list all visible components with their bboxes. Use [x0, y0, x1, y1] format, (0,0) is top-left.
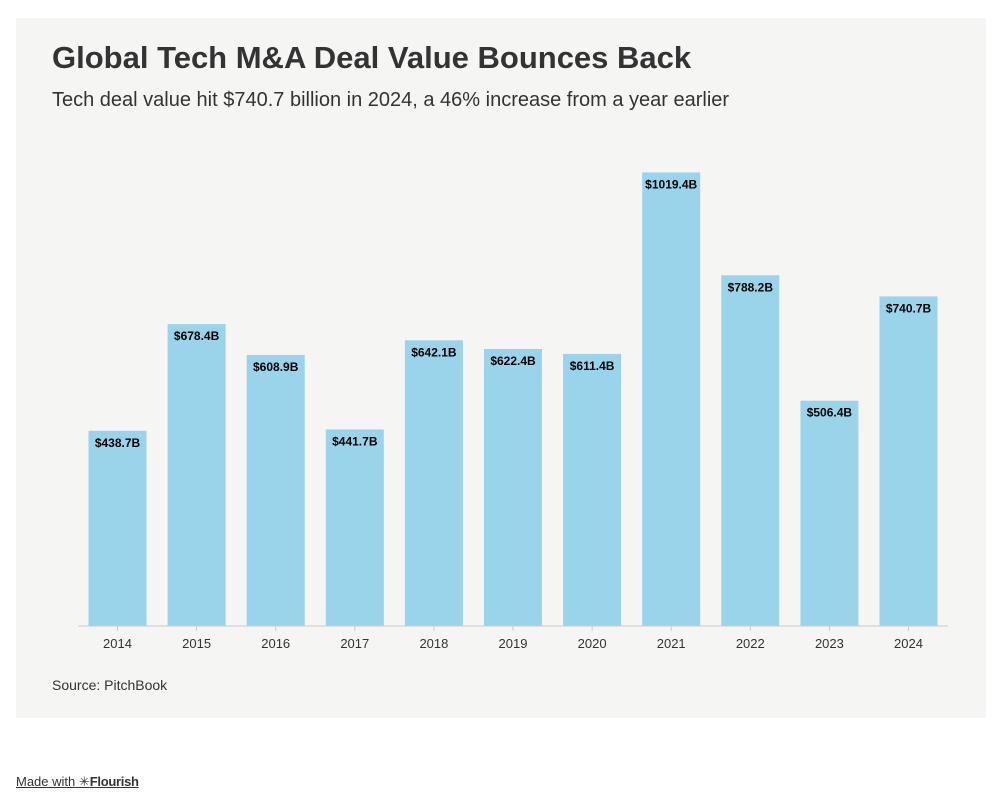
bar-2024 — [879, 296, 938, 626]
bar-2021 — [642, 172, 701, 626]
flourish-credit-link[interactable]: Made with ✳Flourish — [16, 774, 139, 790]
bar-2022 — [721, 275, 780, 626]
data-label-2015: $678.4B — [174, 329, 220, 343]
x-tick-label-2015: 2015 — [182, 636, 211, 651]
data-label-2021: $1019.4B — [645, 177, 697, 191]
x-tick-label-2016: 2016 — [261, 636, 290, 651]
data-label-2014: $438.7B — [95, 436, 141, 450]
x-tick-label-2021: 2021 — [657, 636, 686, 651]
x-tick-label-2017: 2017 — [340, 636, 369, 651]
x-tick-label-2020: 2020 — [578, 636, 607, 651]
bar-2016 — [246, 355, 305, 626]
x-tick-label-2019: 2019 — [499, 636, 528, 651]
chart-card: Global Tech M&A Deal Value Bounces Back … — [16, 18, 986, 718]
data-label-2017: $441.7B — [332, 434, 378, 448]
bar-2023 — [800, 400, 859, 626]
x-tick-label-2024: 2024 — [894, 636, 923, 651]
bar-2018 — [404, 340, 463, 626]
source-note: Source: PitchBook — [52, 677, 168, 693]
x-tick-label-2022: 2022 — [736, 636, 765, 651]
flourish-star-icon: ✳ — [78, 774, 90, 789]
chart-subtitle: Tech deal value hit $740.7 billion in 20… — [52, 89, 730, 111]
flourish-brand: Flourish — [89, 774, 139, 789]
bar-2014 — [88, 430, 147, 626]
data-label-2019: $622.4B — [490, 354, 536, 368]
x-tick-label-2023: 2023 — [815, 636, 844, 651]
credit-prefix: Made with — [16, 774, 76, 789]
bar-2020 — [563, 353, 622, 626]
data-label-2020: $611.4B — [570, 359, 615, 373]
data-label-2024: $740.7B — [886, 301, 932, 315]
bar-2017 — [325, 429, 384, 626]
data-label-2022: $788.2B — [728, 280, 774, 294]
bar-2019 — [484, 349, 542, 626]
x-tick-label-2018: 2018 — [419, 636, 448, 651]
bar-2015 — [167, 324, 226, 626]
x-tick-label-2014: 2014 — [103, 636, 132, 651]
data-label-2016: $608.9B — [253, 360, 299, 374]
bar-chart: $438.7B 2014 $678.4B 2015 $608.9B 2016 $441.7B… — [78, 172, 948, 651]
chart-title: Global Tech M&A Deal Value Bounces Back — [52, 40, 692, 75]
data-label-2023: $506.4B — [807, 406, 853, 420]
data-label-2018: $642.1B — [411, 345, 457, 359]
